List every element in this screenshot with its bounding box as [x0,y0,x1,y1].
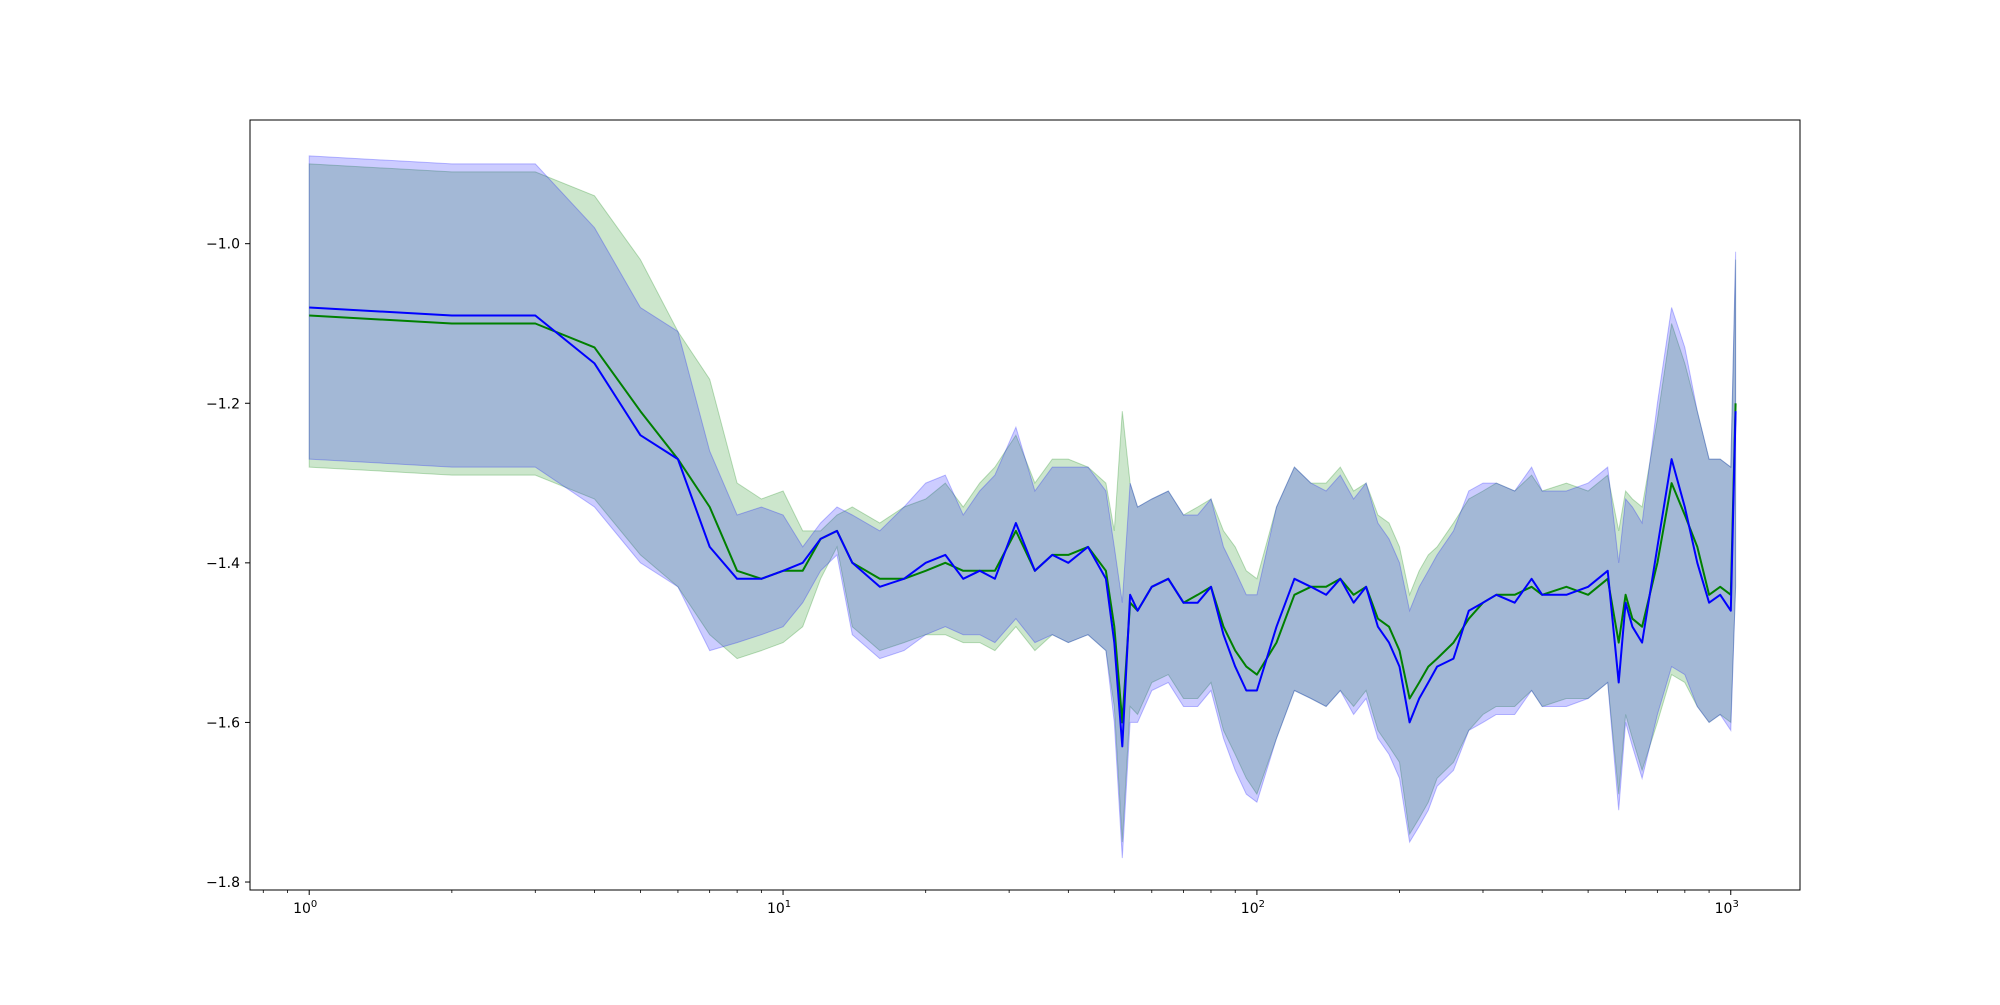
y-tick-label: −1.8 [206,875,240,891]
y-tick-label: −1.2 [206,396,240,412]
series-line-2 [309,306,1737,748]
series-lines [309,306,1737,748]
confidence-band-2 [308,155,1737,859]
x-tick-label: 101 [767,899,791,917]
y-tick-label: −1.0 [206,237,240,253]
y-tick-label: −1.6 [206,715,240,731]
y-axis: −1.0 −1.2 −1.4 −1.6 −1.8 [206,237,250,891]
plot-frame [249,119,1801,891]
confidence-band-1 [308,163,1737,843]
confidence-bands [308,155,1737,859]
x-tick-label: 102 [1241,899,1265,917]
x-tick-label: 103 [1715,899,1739,917]
x-tick-label: 100 [293,899,317,917]
x-axis: 100 101 102 103 [262,890,1739,917]
y-tick-label: −1.4 [206,556,240,572]
